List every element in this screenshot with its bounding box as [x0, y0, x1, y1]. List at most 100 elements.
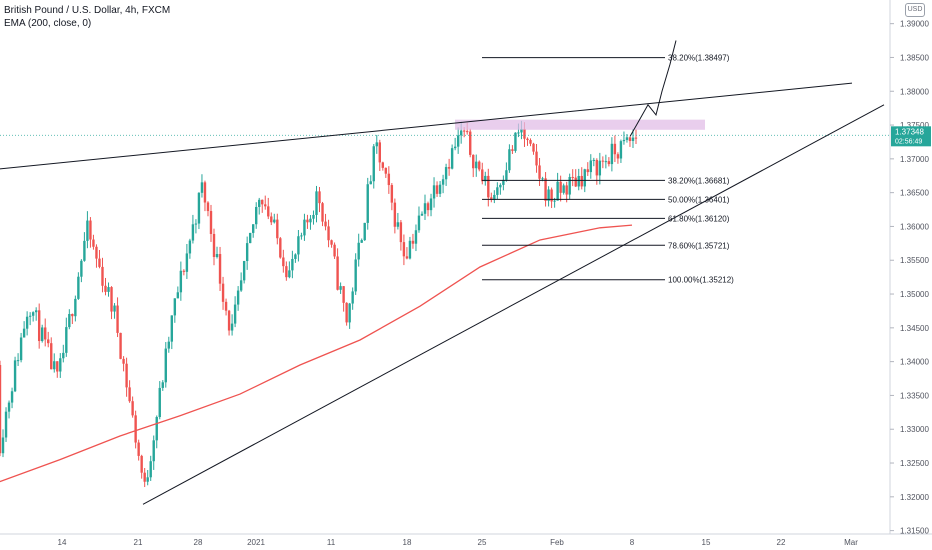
candle-body — [191, 224, 195, 241]
candle-body — [101, 266, 104, 286]
candle-body — [74, 298, 77, 317]
candle-body — [276, 219, 279, 239]
price-tick-label: 1.38500 — [900, 53, 929, 62]
candle-body — [318, 191, 321, 204]
candle-body — [384, 167, 388, 174]
candle-body — [634, 137, 638, 139]
candle-body — [258, 199, 261, 207]
candle-body — [622, 139, 626, 142]
candle-body — [490, 197, 493, 201]
candle-body — [339, 286, 342, 290]
candle-body — [535, 151, 538, 166]
candle-body — [53, 361, 56, 370]
candle-body — [493, 194, 496, 201]
candle-body — [520, 128, 523, 133]
candle-body — [95, 246, 98, 259]
candle-body — [432, 185, 436, 199]
candle-body — [89, 220, 92, 240]
candle-body — [589, 160, 592, 173]
time-tick-label: Mar — [844, 538, 858, 547]
candle-body — [321, 203, 324, 222]
price-tick-label: 1.35500 — [900, 256, 929, 265]
candle-body — [496, 187, 499, 195]
candle-body — [625, 137, 629, 140]
price-tick-label: 1.33000 — [900, 425, 929, 434]
candle-body — [466, 131, 469, 133]
candle-body — [125, 363, 128, 388]
candle-body — [140, 455, 143, 473]
candle-body — [116, 305, 119, 333]
candle-body — [372, 146, 375, 182]
price-tick-label: 1.37500 — [900, 121, 929, 130]
candle-body — [194, 223, 198, 225]
candle-body — [176, 292, 180, 299]
candle-body — [595, 159, 599, 176]
candle-body — [80, 260, 83, 277]
candle-body — [435, 185, 439, 194]
candle-body — [161, 382, 164, 388]
currency-badge[interactable]: USD — [905, 3, 925, 17]
candle-body — [444, 167, 448, 180]
candle-body — [517, 132, 520, 134]
candle-body — [450, 148, 454, 169]
candle-body — [487, 175, 490, 198]
candle-body — [499, 184, 502, 188]
candle-body — [47, 339, 50, 344]
ema-200-line — [0, 224, 633, 483]
fib-level-label: 61.80%(1.36120) — [668, 214, 730, 223]
time-tick-label: 15 — [702, 538, 711, 547]
candle-body — [131, 401, 134, 416]
candle-body — [417, 215, 421, 231]
candle-body — [565, 185, 568, 195]
candle-body — [423, 203, 427, 214]
candle-body — [426, 203, 430, 211]
candle-body — [224, 301, 228, 311]
candle-body — [62, 352, 65, 359]
candle-body — [242, 261, 246, 281]
candle-body — [336, 256, 339, 290]
candle-body — [411, 240, 415, 244]
candle-body — [182, 270, 186, 272]
candle-body — [16, 360, 20, 362]
ema-200-series — [0, 224, 633, 483]
candle-body — [360, 240, 363, 243]
candle-body — [107, 287, 110, 292]
price-tick-label: 1.38000 — [900, 87, 929, 96]
candle-body — [248, 232, 252, 244]
candle-body — [203, 182, 207, 203]
candle-body — [577, 175, 580, 187]
time-tick-label: 18 — [403, 538, 412, 547]
candle-body — [556, 181, 559, 201]
candle-body — [462, 130, 466, 132]
projection-path — [629, 40, 677, 137]
symbol-title: British Pound / U.S. Dollar, 4h, FXCM — [4, 5, 171, 16]
candle-body — [330, 240, 333, 245]
price-axis: 1.31500 1.32000 1.32500 1.33000 1.33500 1.340… — [889, 0, 931, 536]
candle-body — [173, 298, 177, 316]
candle-body — [456, 135, 460, 147]
candle-body — [357, 242, 360, 260]
candle-body — [541, 178, 544, 180]
candle-body — [363, 222, 366, 241]
candle-body — [149, 461, 152, 478]
candle-body — [0, 365, 2, 454]
fib-level-label: 38.20%(1.38497) — [668, 54, 730, 63]
candle-body — [236, 290, 240, 305]
candle-body — [77, 276, 80, 299]
candle-body — [68, 314, 71, 328]
candle-body — [279, 238, 282, 258]
candle-body — [282, 257, 285, 267]
candle-body — [508, 149, 511, 171]
candle-body — [188, 240, 192, 254]
candle-body — [291, 258, 294, 271]
candle-body — [215, 254, 219, 257]
candle-body — [56, 361, 59, 372]
candle-body — [562, 185, 565, 193]
price-tick-label: 1.37000 — [900, 155, 929, 164]
price-badge-value: 1.37348 — [895, 127, 924, 136]
candle-body — [300, 235, 303, 237]
candle-body — [230, 323, 234, 331]
time-tick-label: 8 — [630, 538, 635, 547]
fib-level-label: 50.00%(1.36401) — [668, 195, 730, 204]
